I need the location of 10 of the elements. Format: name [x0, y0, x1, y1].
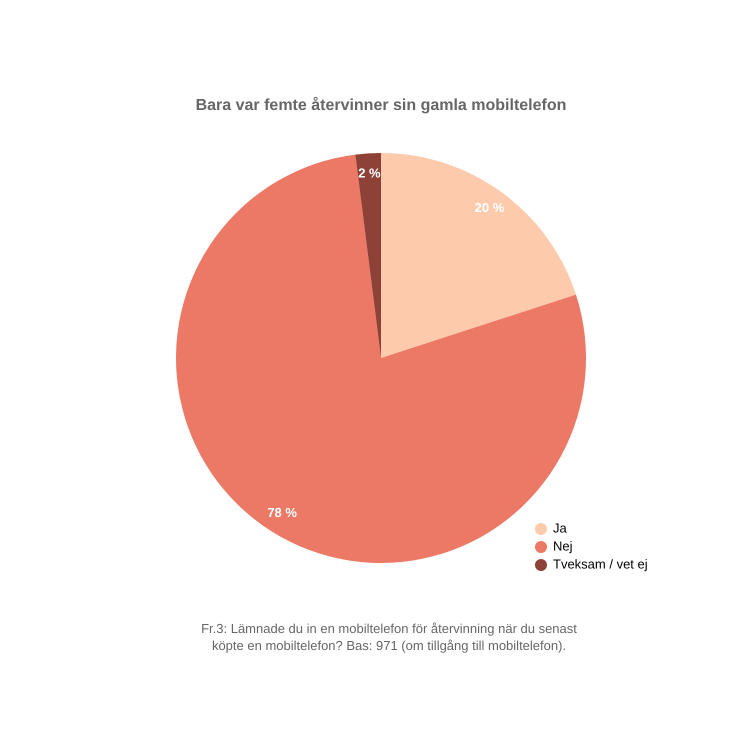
legend-label: Tveksam / vet ej [553, 556, 648, 572]
pie-slice [355, 153, 381, 358]
chart-title: Bara var femte återvinner sin gamla mobiltelefon [196, 96, 566, 114]
data-label: 78 % [267, 505, 298, 520]
data-label: 2 % [358, 165, 382, 180]
text: Fr.3: Lämnade du in en mobiltelefon för återvinning när du senast köpte en mobiltelefon? Bas: 971 (om tillgång till mobiltelefon). [201, 621, 578, 653]
legend-label: Ja [553, 520, 568, 536]
pie-slice [381, 153, 576, 358]
legend-label: Nej [553, 538, 573, 554]
data-label: 20 % [474, 200, 505, 216]
